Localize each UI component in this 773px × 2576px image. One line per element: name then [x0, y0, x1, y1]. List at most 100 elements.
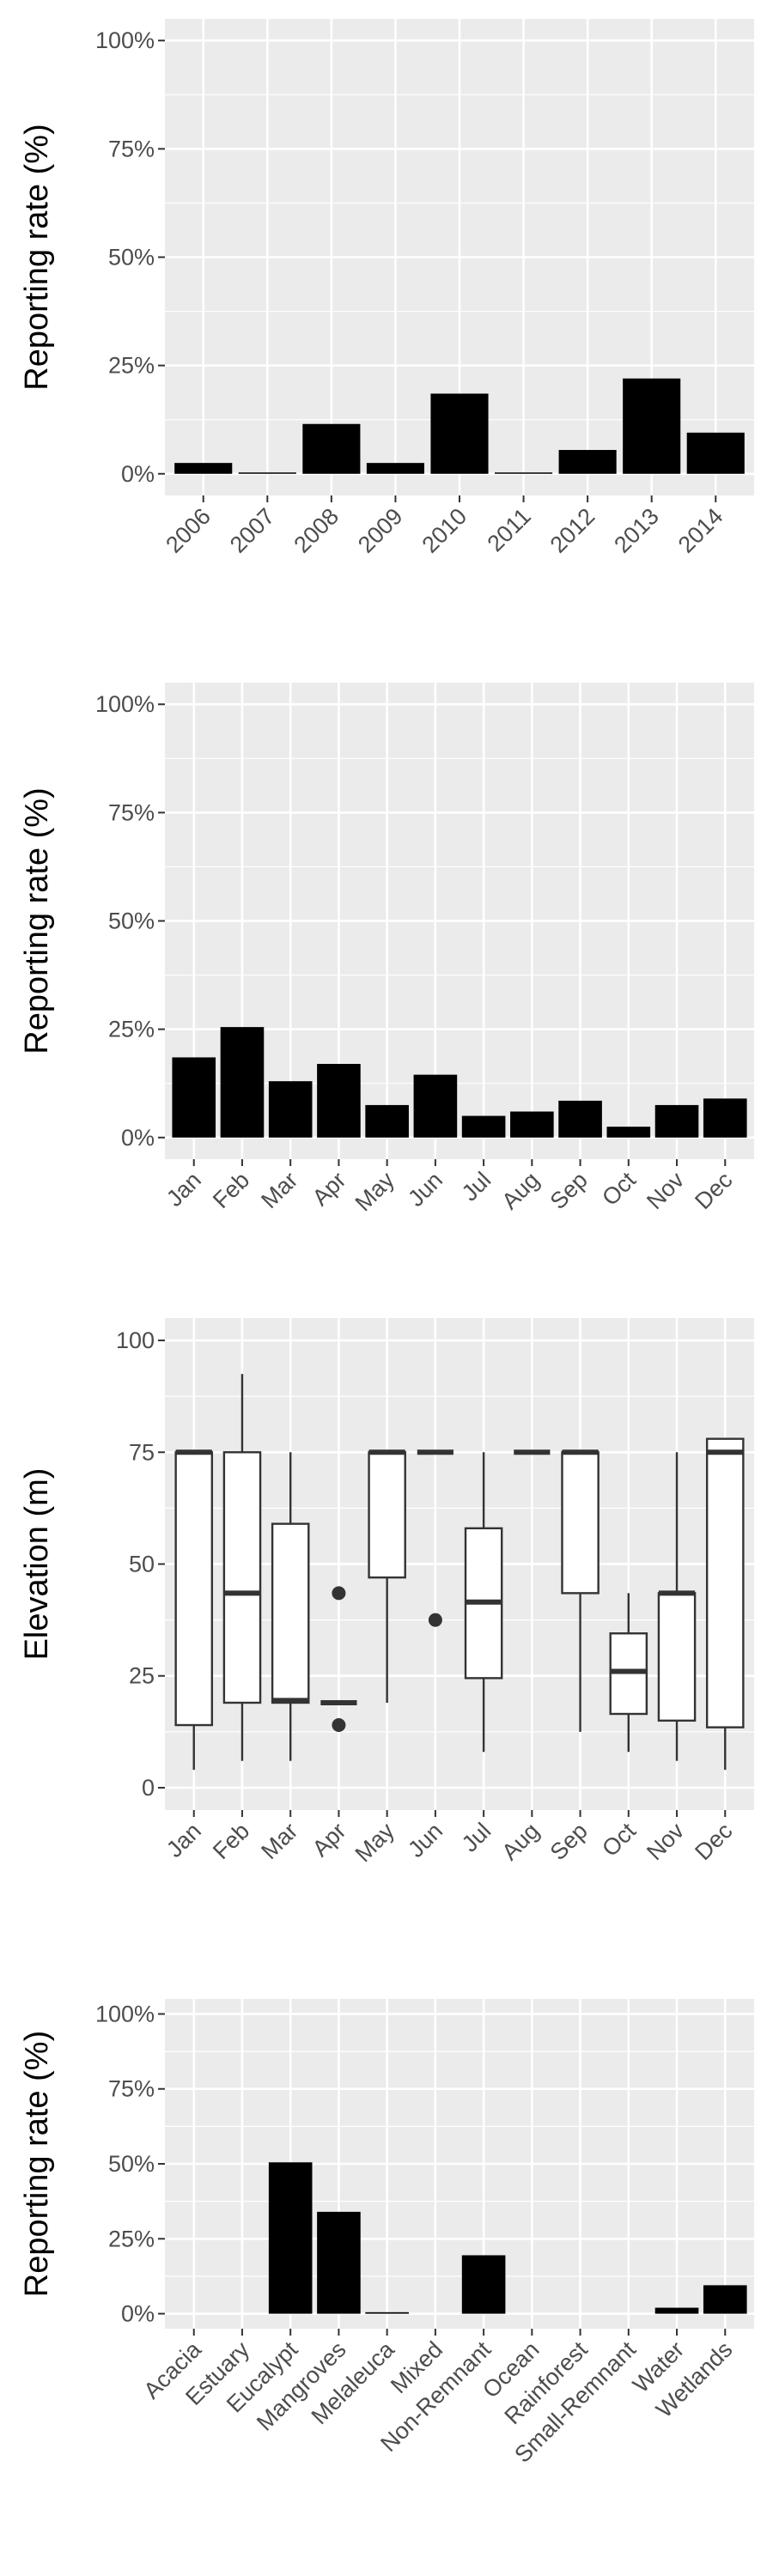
- outlier-point: [428, 1613, 442, 1627]
- x-tick-label: Oct: [597, 1167, 641, 1211]
- x-tick-label: Feb: [208, 1818, 254, 1864]
- x-tick-label: Jun: [403, 1167, 447, 1212]
- x-tick-label: Jan: [161, 1167, 206, 1212]
- outlier-point: [332, 1718, 346, 1733]
- y-tick-label: 25%: [108, 353, 155, 379]
- bar-2010: [430, 393, 489, 474]
- bar-water: [654, 2307, 699, 2314]
- box-iqr: [561, 1451, 600, 1595]
- bar-jan: [172, 1057, 216, 1138]
- y-tick-label: 100%: [95, 2001, 155, 2026]
- x-tick-label: 2014: [673, 503, 728, 558]
- box-iqr: [271, 1522, 310, 1704]
- bar-melaleuca: [365, 2312, 409, 2314]
- box-apr: [320, 1586, 357, 1733]
- box-iqr: [222, 1451, 262, 1704]
- box-dec: [705, 1437, 745, 1771]
- bar-sep: [558, 1100, 602, 1138]
- x-tick-label: 2011: [483, 503, 536, 556]
- bar-2006: [174, 463, 233, 474]
- box-feb: [222, 1374, 262, 1761]
- bar-may: [365, 1104, 409, 1138]
- bar-feb: [220, 1027, 265, 1138]
- x-tick-label: Feb: [208, 1167, 254, 1213]
- y-tick-label: 25: [129, 1663, 155, 1689]
- bar-apr: [317, 1064, 361, 1138]
- box-nov: [657, 1452, 697, 1761]
- x-tick-label: Sep: [545, 1818, 593, 1865]
- y-tick-label: 0: [142, 1775, 155, 1801]
- x-tick-label: Jul: [457, 1818, 496, 1857]
- y-tick-label: 25%: [108, 1017, 155, 1042]
- bar-jun: [413, 1074, 458, 1138]
- box-oct: [609, 1593, 648, 1753]
- box-jan: [174, 1449, 214, 1771]
- x-tick-label: May: [350, 1167, 400, 1217]
- y-tick-label: 75%: [108, 799, 155, 825]
- bar-oct: [606, 1127, 651, 1138]
- x-tick-label: 2012: [545, 503, 600, 558]
- box-jul: [464, 1452, 503, 1753]
- bar-2014: [686, 432, 745, 474]
- y-tick-label: 0%: [121, 461, 155, 487]
- x-tick-label: 2008: [289, 503, 344, 558]
- x-tick-label: Apr: [307, 1167, 351, 1211]
- y-tick-label: 0%: [121, 2301, 155, 2327]
- y-tick-label: 100: [116, 1327, 155, 1353]
- x-tick-label: Aug: [496, 1167, 544, 1214]
- x-tick-label: 2006: [161, 503, 216, 558]
- chart-4: 0%25%50%75%100%AcaciaEstuaryEucalyptMang…: [19, 1999, 754, 2468]
- y-tick-label: 100%: [95, 691, 155, 717]
- box-iqr: [174, 1451, 214, 1727]
- y-tick-label: 0%: [121, 1125, 155, 1151]
- y-tick-label: 50: [129, 1552, 155, 1577]
- y-tick-label: 75%: [108, 136, 155, 161]
- bar-jul: [461, 1115, 506, 1138]
- x-tick-label: Jan: [161, 1818, 206, 1862]
- x-tick-label: Dec: [690, 1818, 737, 1865]
- y-tick-label: 25%: [108, 2226, 155, 2251]
- y-tick-label: 75: [129, 1439, 155, 1465]
- y-axis-title: Reporting rate (%): [19, 787, 55, 1054]
- x-tick-label: Nov: [642, 1818, 690, 1866]
- chart-1: 0%25%50%75%100%2006 2007 2008 2009 2010 2011 2…: [19, 19, 754, 558]
- bar-wetlands: [703, 2285, 747, 2314]
- box-iqr: [657, 1592, 697, 1722]
- x-tick-label: Nov: [642, 1167, 690, 1215]
- y-tick-label: 75%: [108, 2076, 155, 2102]
- x-tick-label: 2007: [225, 503, 280, 558]
- bar-aug: [510, 1111, 554, 1138]
- box-may: [368, 1449, 406, 1703]
- bar-2011: [495, 472, 553, 474]
- y-tick-label: 50%: [108, 245, 155, 270]
- y-axis-title: Reporting rate (%): [19, 2031, 55, 2297]
- x-tick-label: Sep: [545, 1167, 593, 1214]
- box-iqr: [368, 1451, 406, 1579]
- x-tick-label: Dec: [690, 1167, 737, 1214]
- bar-nov: [654, 1104, 699, 1138]
- x-tick-label: Mar: [256, 1818, 302, 1864]
- bar-dec: [703, 1098, 747, 1138]
- x-tick-label: Oct: [597, 1818, 641, 1862]
- bar-2009: [366, 463, 424, 474]
- box-jun: [417, 1449, 453, 1627]
- bar-2007: [238, 472, 296, 474]
- x-tick-label: Aug: [496, 1818, 544, 1865]
- box-iqr: [705, 1437, 745, 1728]
- y-tick-label: 100%: [95, 27, 155, 53]
- x-tick-label: Jul: [457, 1167, 496, 1206]
- bar-eucalypt: [268, 2162, 313, 2314]
- outlier-point: [332, 1586, 346, 1601]
- bar-2012: [558, 450, 617, 474]
- y-tick-label: 50%: [108, 908, 155, 934]
- box-mar: [271, 1452, 310, 1761]
- x-tick-label: Mar: [256, 1167, 302, 1213]
- box-sep: [561, 1449, 600, 1732]
- y-axis-title: Reporting rate (%): [19, 124, 55, 390]
- bar-non-remnant: [461, 2255, 506, 2314]
- x-tick-label: May: [350, 1818, 400, 1868]
- y-axis-title: Elevation (m): [19, 1468, 55, 1661]
